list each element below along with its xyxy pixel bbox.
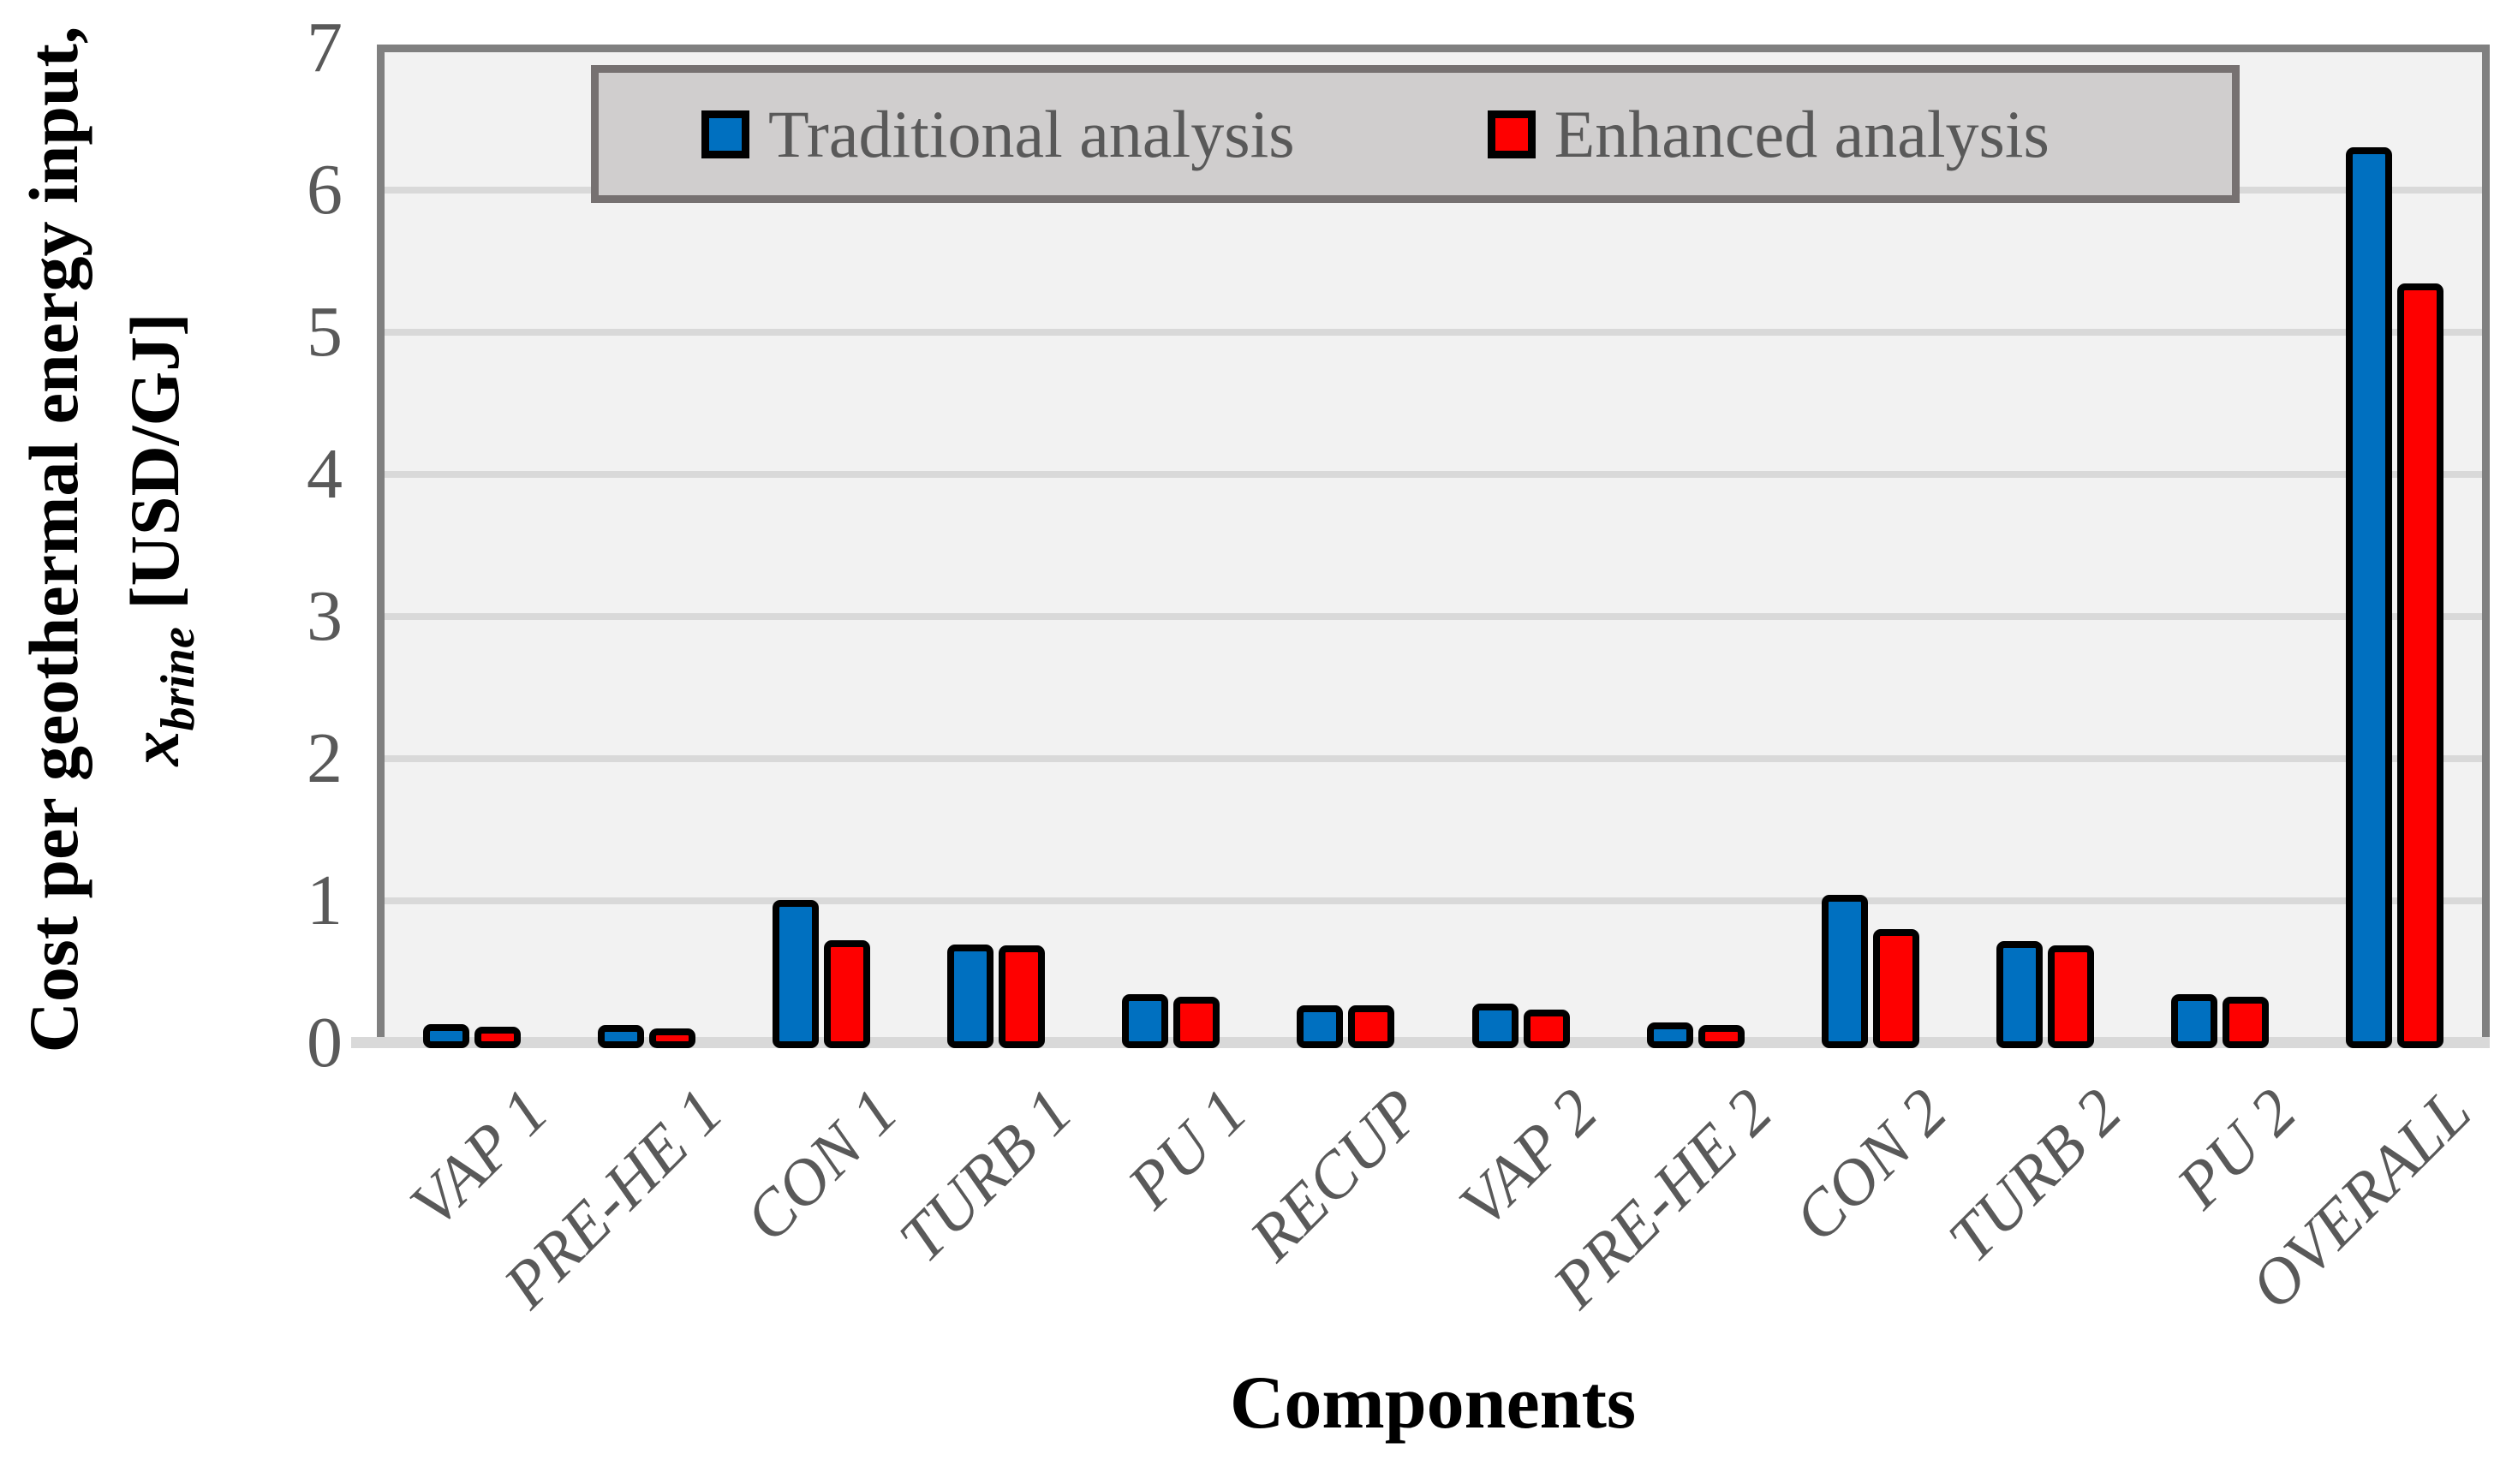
- bar-enhanced-pu-1: [1173, 997, 1220, 1048]
- bar-traditional-recup: [1297, 1005, 1343, 1048]
- y-tick-label-3: 3: [307, 576, 343, 656]
- legend-item-enhanced-analysis: Enhanced analysis: [1487, 96, 2050, 171]
- bar-enhanced-con-2: [1873, 929, 1919, 1048]
- bar-traditional-overall: [2346, 147, 2392, 1048]
- legend: Traditional analysis Enhanced analysis: [591, 65, 2240, 203]
- gridline-y5: [385, 329, 2482, 336]
- gridline-y2: [385, 755, 2482, 762]
- bar-enhanced-pre-he-2: [1698, 1025, 1745, 1048]
- y-axis-math-variable: x: [115, 730, 194, 766]
- gridline-y3: [385, 613, 2482, 620]
- gridline-y1: [385, 897, 2482, 904]
- bar-traditional-vap-1: [423, 1024, 469, 1048]
- y-tick-label-7: 7: [307, 8, 343, 87]
- legend-swatch-icon-traditional-analysis: [701, 110, 749, 158]
- bar-traditional-pre-he-1: [598, 1025, 644, 1048]
- bar-enhanced-vap-2: [1524, 1010, 1570, 1048]
- y-axis-title-line2: xbrine [USD/GJ]: [104, 313, 229, 766]
- bar-enhanced-con-1: [824, 940, 870, 1048]
- gridline-y4: [385, 471, 2482, 478]
- y-tick-label-2: 2: [307, 718, 343, 798]
- bar-enhanced-overall: [2397, 283, 2443, 1048]
- legend-label-enhanced-analysis: Enhanced analysis: [1554, 96, 2050, 171]
- bar-enhanced-turb-2: [2048, 945, 2094, 1048]
- y-axis-title: Cost per geothermal energy input, xbrine…: [15, 0, 217, 1225]
- x-axis-line: [351, 1037, 2490, 1048]
- bar-traditional-con-2: [1822, 895, 1868, 1048]
- legend-swatch-icon-enhanced-analysis: [1487, 110, 1536, 158]
- bar-enhanced-pre-he-1: [649, 1028, 695, 1048]
- legend-item-traditional-analysis: Traditional analysis: [701, 96, 1295, 171]
- bar-traditional-pu-1: [1122, 994, 1168, 1048]
- bar-traditional-pu-2: [2171, 994, 2217, 1048]
- y-tick-label-0: 0: [307, 1003, 343, 1082]
- bar-traditional-con-1: [773, 900, 819, 1048]
- y-tick-label-5: 5: [307, 292, 343, 372]
- x-axis-title: Components: [1229, 1362, 1637, 1445]
- bar-enhanced-turb-1: [999, 945, 1045, 1048]
- bar-enhanced-vap-1: [474, 1027, 521, 1048]
- bar-traditional-turb-1: [947, 945, 993, 1048]
- bar-traditional-vap-2: [1472, 1004, 1519, 1048]
- y-tick-label-1: 1: [307, 861, 343, 940]
- y-tick-label-6: 6: [307, 150, 343, 229]
- y-axis-units: [USD/GJ]: [115, 313, 194, 610]
- plot-area: [351, 45, 2490, 1048]
- bar-enhanced-pu-2: [2223, 997, 2269, 1048]
- bar-traditional-turb-2: [1996, 941, 2043, 1048]
- bar-traditional-pre-he-2: [1647, 1022, 1693, 1048]
- y-axis-title-line1: Cost per geothermal energy input,: [14, 26, 92, 1053]
- legend-label-traditional-analysis: Traditional analysis: [768, 96, 1295, 171]
- bar-enhanced-recup: [1348, 1005, 1394, 1048]
- y-tick-label-4: 4: [307, 434, 343, 514]
